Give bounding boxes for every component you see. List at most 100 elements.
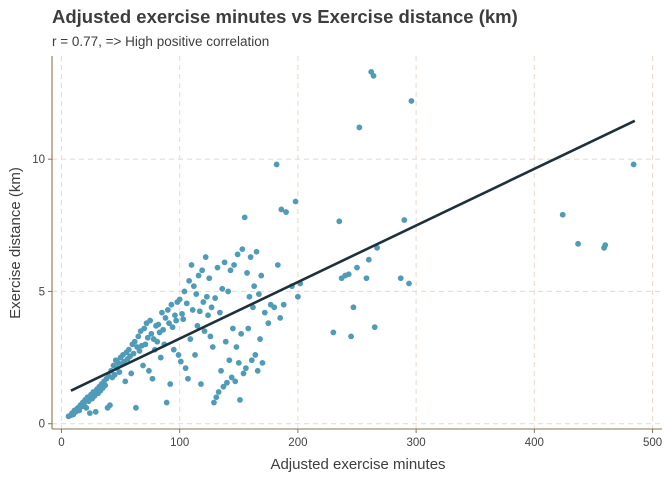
data-point xyxy=(131,338,138,345)
data-point xyxy=(160,326,167,333)
data-point xyxy=(354,264,360,271)
y-axis-title: Exercise distance (km) xyxy=(7,167,24,319)
data-point xyxy=(198,381,204,387)
data-point xyxy=(277,314,284,321)
data-point xyxy=(257,336,263,342)
data-point xyxy=(207,333,214,340)
data-point xyxy=(294,293,301,300)
data-point xyxy=(253,248,260,255)
data-point xyxy=(219,285,226,292)
data-point xyxy=(234,251,241,258)
data-point xyxy=(186,277,193,284)
data-point xyxy=(235,359,242,366)
data-point xyxy=(222,338,229,345)
data-point xyxy=(575,240,581,247)
data-point xyxy=(240,370,247,377)
data-point xyxy=(365,256,372,263)
data-point xyxy=(199,267,206,274)
data-point xyxy=(280,301,287,308)
data-point xyxy=(149,375,156,382)
chart-title: Adjusted exercise minutes vs Exercise di… xyxy=(52,6,518,27)
x-tick-label: 0 xyxy=(58,437,64,449)
data-point xyxy=(140,362,146,369)
data-point xyxy=(345,271,352,278)
data-point xyxy=(190,283,197,290)
data-point xyxy=(182,365,189,372)
data-point xyxy=(209,344,216,350)
data-point xyxy=(274,262,281,268)
data-point xyxy=(370,72,377,79)
data-point xyxy=(221,259,228,266)
data-point xyxy=(348,333,354,340)
data-point xyxy=(216,309,223,316)
data-point xyxy=(371,324,378,331)
data-point xyxy=(246,293,253,300)
data-point xyxy=(220,383,227,390)
data-point xyxy=(248,357,255,364)
data-point xyxy=(205,312,211,319)
data-point xyxy=(169,324,176,331)
data-point xyxy=(265,320,272,327)
data-point xyxy=(189,307,196,313)
data-point xyxy=(233,344,240,350)
y-tick-label: 10 xyxy=(32,154,45,166)
data-point xyxy=(154,338,161,345)
x-tick-label: 500 xyxy=(643,437,662,449)
data-point xyxy=(159,309,165,316)
data-point xyxy=(177,358,184,365)
data-point xyxy=(206,275,213,282)
chart-subtitle: r = 0.77, => High positive correlation xyxy=(52,34,270,49)
data-point xyxy=(142,341,149,348)
data-point xyxy=(162,314,169,321)
grid-lines xyxy=(52,56,662,429)
data-point xyxy=(183,300,190,307)
data-point xyxy=(193,291,200,297)
data-point xyxy=(181,288,188,295)
data-point xyxy=(166,320,172,327)
data-point xyxy=(92,408,99,415)
data-point xyxy=(185,375,191,382)
data-point xyxy=(227,267,234,274)
data-point xyxy=(374,244,380,251)
trend-line-group xyxy=(70,119,636,392)
data-point xyxy=(237,397,243,403)
data-point xyxy=(254,367,261,374)
data-point xyxy=(283,209,289,215)
data-point xyxy=(261,309,268,316)
data-point xyxy=(200,299,207,305)
axes xyxy=(48,56,662,433)
data-point xyxy=(229,325,236,332)
data-point xyxy=(170,346,177,353)
data-point xyxy=(278,206,285,213)
data-point xyxy=(135,333,142,340)
data-point xyxy=(164,307,171,313)
data-point xyxy=(176,296,183,303)
data-point xyxy=(202,254,209,260)
data-point xyxy=(116,369,123,376)
data-point xyxy=(271,304,278,311)
data-point xyxy=(350,304,357,311)
data-points xyxy=(65,68,637,420)
data-point xyxy=(163,399,170,406)
data-point xyxy=(218,367,224,374)
data-point xyxy=(107,402,113,409)
data-point xyxy=(356,124,363,131)
data-point xyxy=(602,242,609,249)
x-axis-title: Adjusted exercise minutes xyxy=(270,456,445,473)
data-point xyxy=(231,262,237,268)
data-point xyxy=(172,312,178,319)
data-point xyxy=(630,161,637,168)
data-point xyxy=(292,198,299,205)
data-point xyxy=(208,304,215,311)
data-point xyxy=(155,321,162,328)
data-point xyxy=(180,316,187,323)
data-point xyxy=(102,382,109,389)
data-point xyxy=(214,264,221,271)
x-tick-label: 200 xyxy=(288,437,307,449)
data-point xyxy=(192,352,198,358)
data-point xyxy=(232,378,239,385)
data-point xyxy=(397,275,404,282)
data-point xyxy=(401,217,408,223)
data-point xyxy=(273,161,280,168)
